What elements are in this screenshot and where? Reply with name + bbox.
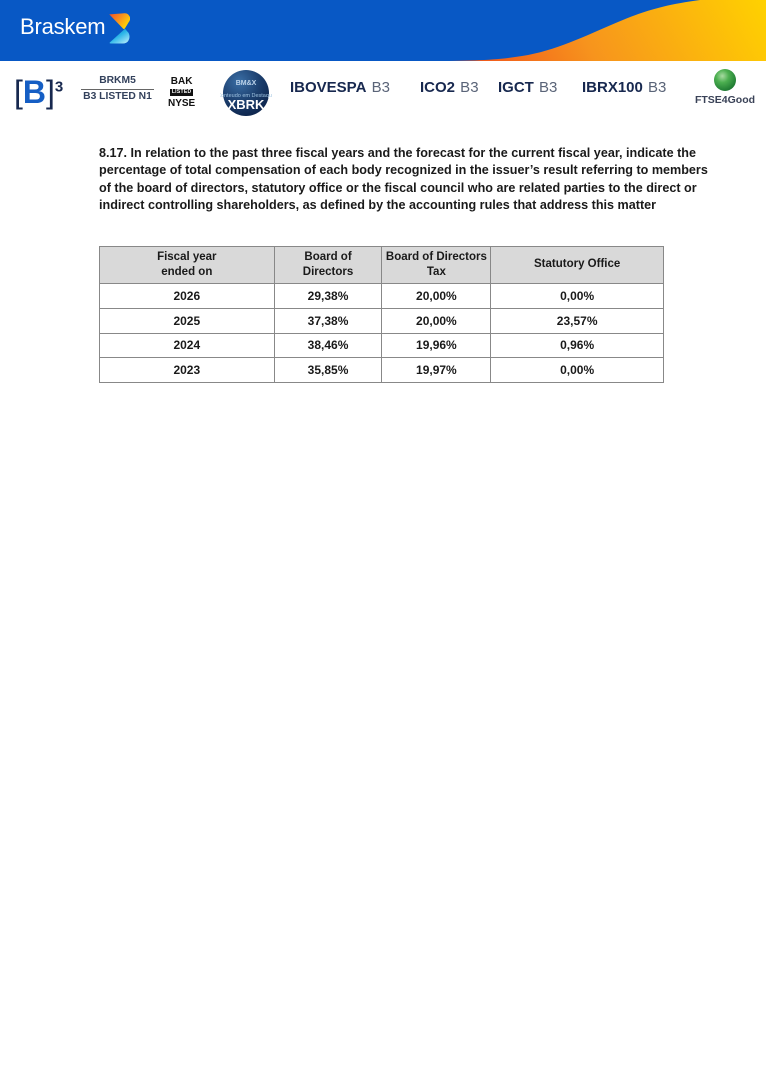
svg-text:XBRK: XBRK xyxy=(228,97,265,112)
svg-text:BM&X: BM&X xyxy=(236,80,257,87)
